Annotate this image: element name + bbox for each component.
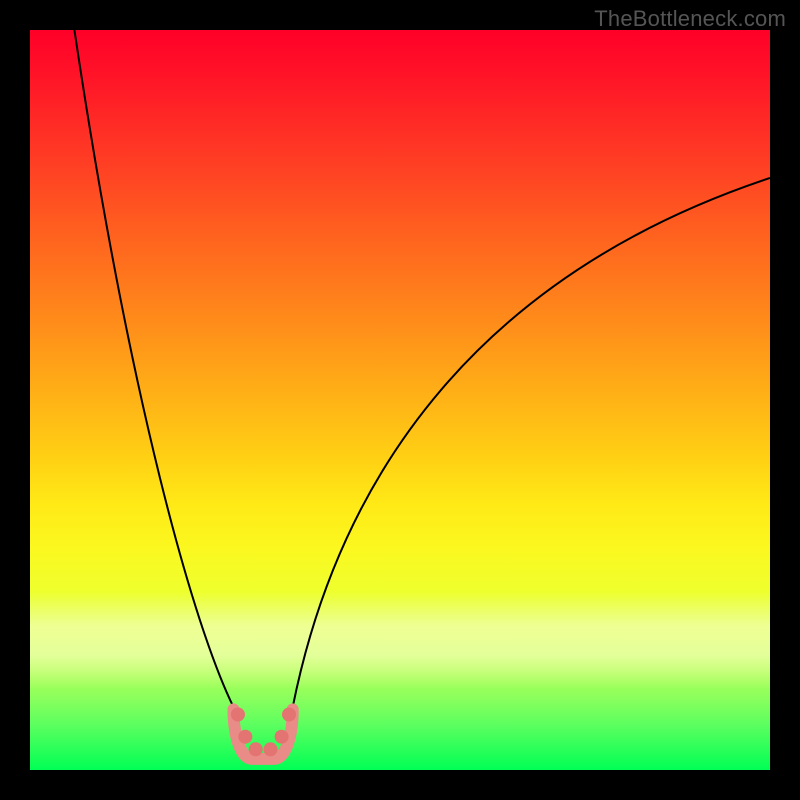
trough-dot (238, 730, 252, 744)
curve-layer (30, 30, 770, 770)
trough-dot (264, 742, 278, 756)
bottleneck-curve (74, 30, 770, 759)
trough-dot (249, 742, 263, 756)
trough-dot (275, 730, 289, 744)
chart-stage: TheBottleneck.com (0, 0, 800, 800)
trough-dot (231, 708, 245, 722)
watermark-label: TheBottleneck.com (594, 6, 786, 32)
trough-dot (282, 708, 296, 722)
plot-area (30, 30, 770, 770)
